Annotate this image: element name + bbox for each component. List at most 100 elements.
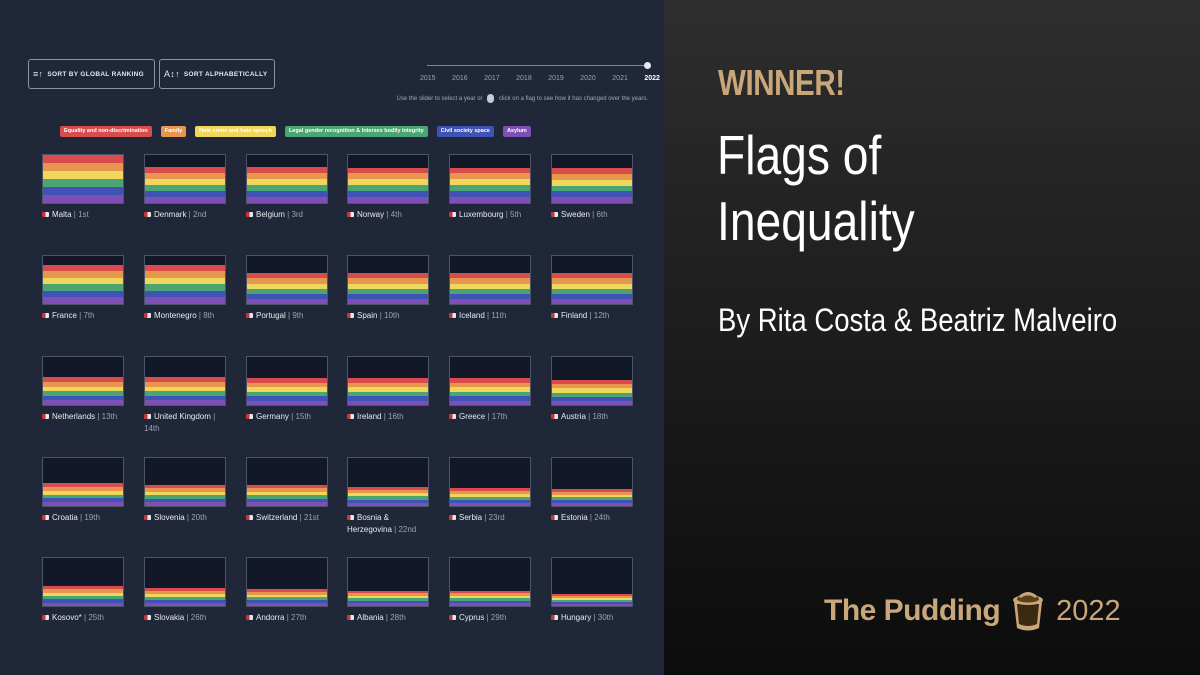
rainbow-flag[interactable] xyxy=(551,557,633,607)
rainbow-flag[interactable] xyxy=(144,255,226,305)
rainbow-flag[interactable] xyxy=(42,457,124,507)
rank-separator: | xyxy=(196,311,204,320)
country-flag-card[interactable]: Andorra | 27th xyxy=(246,557,330,624)
country-flag-card[interactable]: Kosovo* | 25th xyxy=(42,557,126,624)
country-flag-card[interactable]: Netherlands | 13th xyxy=(42,356,126,423)
country-flag-card[interactable]: Denmark | 2nd xyxy=(144,154,228,221)
country-name: Finland xyxy=(561,311,588,320)
year-tick-2015[interactable]: 2015 xyxy=(420,75,436,82)
rainbow-flag[interactable] xyxy=(144,457,226,507)
country-flag-card[interactable]: Portugal | 9th xyxy=(246,255,330,322)
rainbow-flag[interactable] xyxy=(449,255,531,305)
country-flag-card[interactable]: Ireland | 16th xyxy=(347,356,431,423)
rainbow-flag[interactable] xyxy=(347,457,429,507)
sort-alpha-icon: A↕↑ xyxy=(164,69,180,79)
flag-stripe xyxy=(43,602,123,606)
year-tick-2018[interactable]: 2018 xyxy=(516,75,532,82)
rainbow-flag[interactable] xyxy=(347,557,429,607)
rainbow-flag[interactable] xyxy=(42,255,124,305)
country-flag-card[interactable]: Albania | 28th xyxy=(347,557,431,624)
flag-stripe xyxy=(43,171,123,179)
flag-stripe xyxy=(145,284,225,291)
country-flag-card[interactable]: Germany | 15th xyxy=(246,356,330,423)
mouse-icon xyxy=(487,94,495,103)
country-flag-card[interactable]: Cyprus | 29th xyxy=(449,557,533,624)
rainbow-flag[interactable] xyxy=(144,154,226,204)
sort-by-ranking-button[interactable]: ≡↑ SORT BY GLOBAL RANKING xyxy=(28,59,155,89)
rainbow-flag[interactable] xyxy=(551,154,633,204)
rainbow-flag[interactable] xyxy=(449,457,531,507)
flag-stripe xyxy=(552,384,632,389)
flag-stripe xyxy=(552,197,632,203)
rank-separator: | xyxy=(591,613,598,622)
flag-stripe xyxy=(348,496,428,500)
country-flag-card[interactable]: Slovakia | 26th xyxy=(144,557,228,624)
rainbow-flag[interactable] xyxy=(347,255,429,305)
rainbow-flag[interactable] xyxy=(449,557,531,607)
year-tick-2022[interactable]: 2022 xyxy=(644,75,660,82)
rainbow-flag[interactable] xyxy=(246,457,328,507)
flag-stripe xyxy=(247,391,327,397)
country-flag-icon xyxy=(347,515,354,521)
country-flag-card[interactable]: Austria | 18th xyxy=(551,356,635,423)
year-slider-track[interactable] xyxy=(427,65,648,66)
flag-stripe xyxy=(43,595,123,600)
flag-stripe xyxy=(43,179,123,187)
country-flag-card[interactable]: Switzerland | 21st xyxy=(246,457,330,524)
year-tick-2019[interactable]: 2019 xyxy=(548,75,564,82)
flag-stripe xyxy=(450,288,530,294)
rainbow-flag[interactable] xyxy=(246,356,328,406)
flag-stripe xyxy=(552,179,632,186)
rainbow-flag[interactable] xyxy=(347,356,429,406)
flag-stripe xyxy=(450,595,530,599)
country-flag-card[interactable]: Serbia | 23rd xyxy=(449,457,533,524)
country-flag-card[interactable]: Luxembourg | 5th xyxy=(449,154,533,221)
country-flag-card[interactable]: Hungary | 30th xyxy=(551,557,635,624)
year-tick-2020[interactable]: 2020 xyxy=(580,75,596,82)
rainbow-flag[interactable] xyxy=(246,255,328,305)
country-flag-card[interactable]: Malta | 1st xyxy=(42,154,126,221)
year-tick-2021[interactable]: 2021 xyxy=(612,75,628,82)
country-flag-card[interactable]: Finland | 12th xyxy=(551,255,635,322)
year-slider-handle[interactable] xyxy=(644,62,651,69)
country-rank: 1st xyxy=(78,210,89,219)
rainbow-flag[interactable] xyxy=(42,154,124,204)
country-flag-card[interactable]: Greece | 17th xyxy=(449,356,533,423)
country-rank: 19th xyxy=(84,513,100,522)
rainbow-flag[interactable] xyxy=(246,154,328,204)
country-flag-card[interactable]: Croatia | 19th xyxy=(42,457,126,524)
country-flag-card[interactable]: Spain | 10th xyxy=(347,255,431,322)
flag-stripe xyxy=(552,283,632,289)
country-flag-card[interactable]: Sweden | 6th xyxy=(551,154,635,221)
country-flag-card[interactable]: Iceland | 11th xyxy=(449,255,533,322)
rainbow-flag[interactable] xyxy=(42,356,124,406)
country-flag-card[interactable]: Slovenia | 20th xyxy=(144,457,228,524)
rainbow-flag[interactable] xyxy=(551,356,633,406)
winner-badge: WINNER! xyxy=(718,62,845,103)
country-label: Estonia | 24th xyxy=(551,512,635,524)
rainbow-flag[interactable] xyxy=(551,457,633,507)
country-flag-card[interactable]: Montenegro | 8th xyxy=(144,255,228,322)
rainbow-flag[interactable] xyxy=(551,255,633,305)
country-flag-card[interactable]: United Kingdom | 14th xyxy=(144,356,228,435)
year-tick-2017[interactable]: 2017 xyxy=(484,75,500,82)
flag-stripe xyxy=(552,396,632,401)
rainbow-flag[interactable] xyxy=(42,557,124,607)
country-flag-card[interactable]: Norway | 4th xyxy=(347,154,431,221)
flag-stripe xyxy=(552,392,632,397)
rainbow-flag[interactable] xyxy=(144,557,226,607)
sort-alphabetically-button[interactable]: A↕↑ SORT ALPHABETICALLY xyxy=(159,59,275,89)
country-flag-card[interactable]: Bosnia & Herzegovina | 22nd xyxy=(347,457,431,536)
flag-stripe xyxy=(348,191,428,198)
country-flag-card[interactable]: Belgium | 3rd xyxy=(246,154,330,221)
rainbow-flag[interactable] xyxy=(144,356,226,406)
country-flag-card[interactable]: France | 7th xyxy=(42,255,126,322)
rainbow-flag[interactable] xyxy=(246,557,328,607)
rank-separator: | xyxy=(485,412,492,421)
rainbow-flag[interactable] xyxy=(449,356,531,406)
country-flag-card[interactable]: Estonia | 24th xyxy=(551,457,635,524)
year-tick-2016[interactable]: 2016 xyxy=(452,75,468,82)
rainbow-flag[interactable] xyxy=(449,154,531,204)
rainbow-flag[interactable] xyxy=(347,154,429,204)
country-name: Germany xyxy=(256,412,289,421)
